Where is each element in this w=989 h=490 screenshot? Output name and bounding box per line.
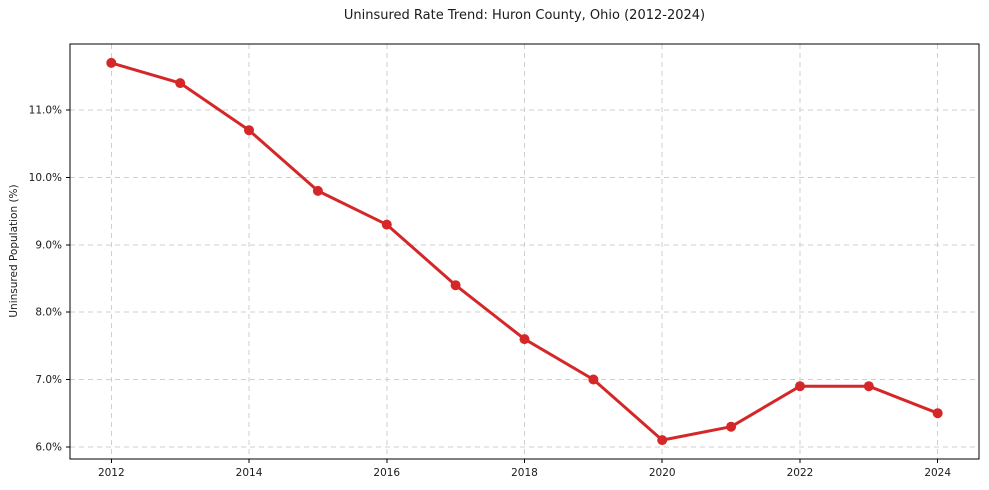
axis-ticks — [66, 109, 939, 463]
data-point-marker — [450, 280, 461, 291]
y-tick-label: 9.0% — [35, 239, 62, 251]
data-point-marker — [588, 374, 599, 385]
x-tick-label: 2014 — [236, 467, 263, 479]
y-tick-label: 8.0% — [35, 307, 62, 319]
data-point-marker — [244, 125, 254, 136]
data-point-marker — [657, 435, 668, 446]
data-point-marker — [795, 381, 805, 392]
data-point-marker — [726, 421, 737, 432]
x-tick-label: 2020 — [649, 467, 676, 479]
x-tick-label: 2012 — [98, 467, 125, 479]
y-tick-label: 11.0% — [29, 105, 62, 117]
data-point-markers — [106, 57, 943, 446]
y-tick-label: 7.0% — [35, 374, 62, 386]
x-tick-label: 2016 — [373, 467, 400, 479]
data-point-marker — [863, 381, 874, 392]
x-tick-label: 2018 — [511, 467, 538, 479]
x-tick-label: 2024 — [924, 467, 951, 479]
y-tick-label: 10.0% — [29, 172, 62, 184]
data-point-marker — [932, 408, 943, 419]
axis-tick-labels: 2012 2014 2016 2018 2020 2022 2024 6.0% 7.0% 8.0%… — [29, 105, 952, 479]
data-point-marker — [312, 185, 323, 196]
data-point-marker — [519, 334, 530, 345]
data-point-marker — [106, 57, 117, 68]
chart-title: Uninsured Rate Trend: Huron County, Ohio… — [343, 8, 706, 23]
gridlines — [70, 44, 979, 459]
y-tick-label: 6.0% — [35, 441, 62, 453]
data-point-marker — [175, 78, 186, 89]
data-point-marker — [381, 219, 392, 230]
x-tick-label: 2022 — [787, 467, 814, 479]
